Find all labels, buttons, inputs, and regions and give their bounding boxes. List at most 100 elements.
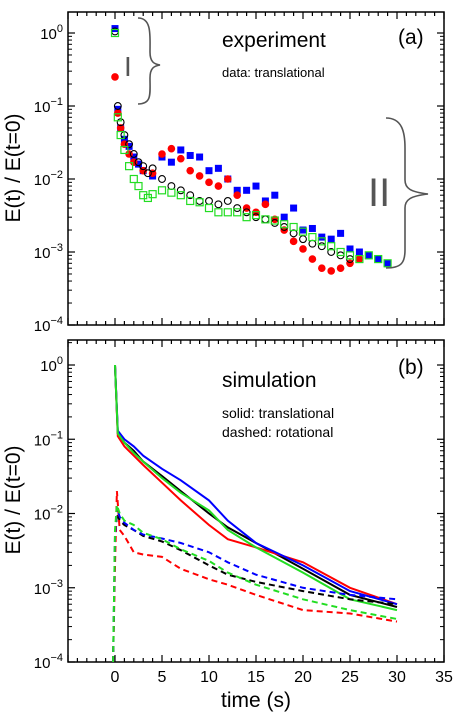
data-point-blue [384,259,392,267]
data-point-red [299,245,307,253]
data-point-blue [355,248,363,256]
x-axis-label: time (s) [221,689,291,712]
data-point-green [176,191,185,200]
data-point-green [336,247,345,257]
x-tick-label: 30 [388,669,406,686]
data-point-blue [308,224,316,232]
data-point-blue [299,226,307,234]
series-line-black-dashed [112,513,398,663]
data-point-blue [327,235,335,243]
data-point-black [129,150,138,158]
data-point-red [233,191,241,199]
data-point-green [289,222,298,232]
panel-a-subtitle: data: translational [222,65,325,80]
panel-b-legend-dashed: dashed: rotational [222,424,333,440]
data-point-green [345,251,355,260]
data-point-green [148,190,157,199]
data-point-green [317,237,326,246]
y-tick-label: 10−4 [34,652,63,672]
data-point-blue [290,204,298,212]
data-point-black [116,118,125,127]
series-line-blue-solid [114,364,398,606]
panel-a-ylabel: E(t) / E(t=0) [2,113,25,222]
data-point-blue [167,158,175,166]
y-tick-label: 10−1 [34,429,63,449]
data-point-black [158,175,166,183]
data-point-blue [205,167,213,175]
data-point-blue [318,233,326,241]
data-point-green [383,259,392,268]
data-point-black [176,186,185,195]
series-line-green-dashed [112,504,398,663]
data-point-black [299,235,307,244]
data-point-black [317,242,326,251]
data-point-green [242,213,251,222]
data-point-blue [252,182,260,190]
data-point-red [114,109,122,117]
y-tick-label: 100 [40,23,63,43]
x-tick-label: 25 [341,669,359,686]
data-point-red [336,264,345,272]
data-point-green [186,196,195,206]
panel-b-data-lines [112,364,398,663]
data-point-green [113,113,122,122]
data-point-blue [346,245,354,253]
data-point-red [116,124,125,132]
data-point-green [124,162,134,171]
data-point-blue [337,229,345,237]
data-point-green [298,227,308,236]
annotation-region-II: II [368,171,390,215]
panel-b-label: (b) [398,356,424,379]
x-tick-label: 35 [435,669,453,686]
y-tick-label: 10−2 [34,169,63,189]
data-point-black [327,248,336,256]
data-point-green [280,220,289,229]
data-point-red [327,267,336,275]
y-tick-label: 10−1 [34,96,63,116]
data-point-black [148,164,157,173]
data-point-black [143,169,152,178]
series-line-black-solid [114,364,398,608]
data-point-red [242,204,251,212]
panel-a-label: (a) [398,26,424,49]
x-tick-label: 5 [158,669,167,686]
panel-b-title: simulation [222,369,317,392]
data-point-red [186,166,194,175]
data-point-blue [196,153,204,161]
data-point-blue [135,160,142,168]
data-point-black [223,197,232,205]
data-point-blue [214,164,222,172]
data-point-green [355,254,364,264]
data-point-green [120,145,129,155]
data-point-green [167,188,176,197]
data-point-blue [120,135,128,143]
data-point-black [134,158,143,167]
series-line-red-solid [114,364,398,606]
data-point-black [167,182,176,191]
data-point-red [111,73,119,81]
data-point-blue [233,186,241,194]
brace-region-I [137,17,161,105]
data-point-black [233,204,242,212]
data-point-red [214,182,223,190]
data-point-red [355,255,364,263]
data-point-green [116,130,125,140]
data-point-green [134,181,143,191]
data-point-black [186,191,195,200]
data-point-red [289,237,298,246]
data-point-red [158,150,166,158]
data-point-black [308,239,317,248]
data-point-blue [365,251,373,259]
brace-region-II [385,117,429,269]
x-tick-label: 15 [247,669,265,686]
data-point-red [308,255,317,263]
data-point-red [261,200,270,209]
data-point-green [261,215,270,224]
panel-a-data-marks [110,25,392,275]
y-tick-label: 10−3 [34,578,63,598]
y-tick-label: 100 [40,355,63,375]
panel-a-title: experiment [222,29,326,52]
panel-b-ylabel: E(t) / E(t=0) [2,445,25,554]
data-point-blue [125,142,133,150]
